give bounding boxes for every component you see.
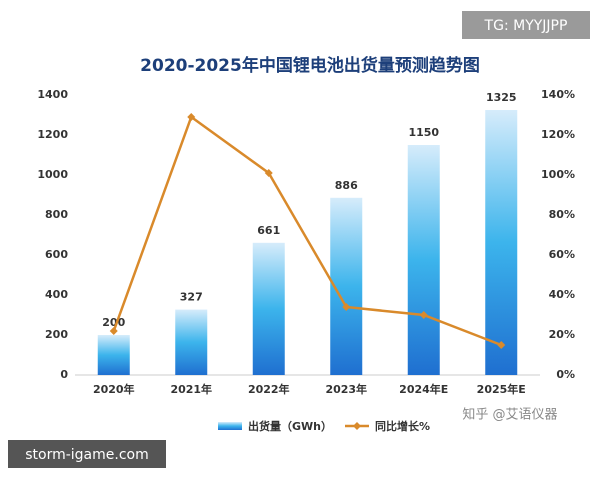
y2-tick-label: 100% [541,168,575,181]
y2-tick-label: 120% [541,128,575,141]
legend-swatch [353,422,361,430]
bar [175,309,208,375]
data-label: 661 [257,224,280,237]
line-marker [497,341,506,349]
x-tick-label: 2020年 [93,382,135,396]
y-tick-label: 1200 [37,128,68,141]
data-label: 1325 [486,91,517,104]
y2-tick-label: 140% [541,88,575,101]
watermark: storm-igame.com [25,447,149,463]
line-marker [264,169,273,177]
y-tick-label: 800 [45,208,68,221]
line-marker [342,303,351,311]
x-tick-label: 2024年E [399,382,448,396]
y2-tick-label: 80% [549,208,575,221]
y2-tick-label: 60% [549,248,575,261]
x-tick-label: 2023年 [325,382,367,396]
legend-swatch [218,422,242,430]
y-tick-label: 1000 [37,168,68,181]
watermark: TG: MYYJJPP [484,18,568,34]
bar [407,145,440,375]
bar [485,110,518,375]
legend-label: 同比增长% [375,419,430,433]
y2-tick-label: 40% [549,288,575,301]
line-marker [109,327,118,335]
chart-title: 2020-2025年中国锂电池出货量预测趋势图 [140,55,480,76]
legend-label: 出货量（GWh） [248,419,332,433]
data-label: 327 [180,291,203,304]
watermark-box [462,11,590,39]
y-tick-label: 400 [45,288,68,301]
bar [97,335,130,375]
line-marker [419,311,428,319]
y2-tick-label: 20% [549,328,575,341]
data-label: 1150 [408,126,439,139]
bar [252,242,285,375]
watermark: 知乎 @艾语仪器 [462,407,557,423]
watermark-box [8,440,166,468]
y2-tick-label: 0% [556,368,575,381]
y-tick-label: 1400 [37,88,68,101]
x-tick-label: 2022年 [248,382,290,396]
y-tick-label: 0 [60,368,68,381]
data-label: 886 [335,179,358,192]
line [112,115,502,347]
data-label: 200 [102,316,125,329]
y-tick-label: 200 [45,328,68,341]
y-tick-label: 600 [45,248,68,261]
line-marker [187,113,196,121]
x-tick-label: 2021年 [170,382,212,396]
x-tick-label: 2025年E [477,382,526,396]
